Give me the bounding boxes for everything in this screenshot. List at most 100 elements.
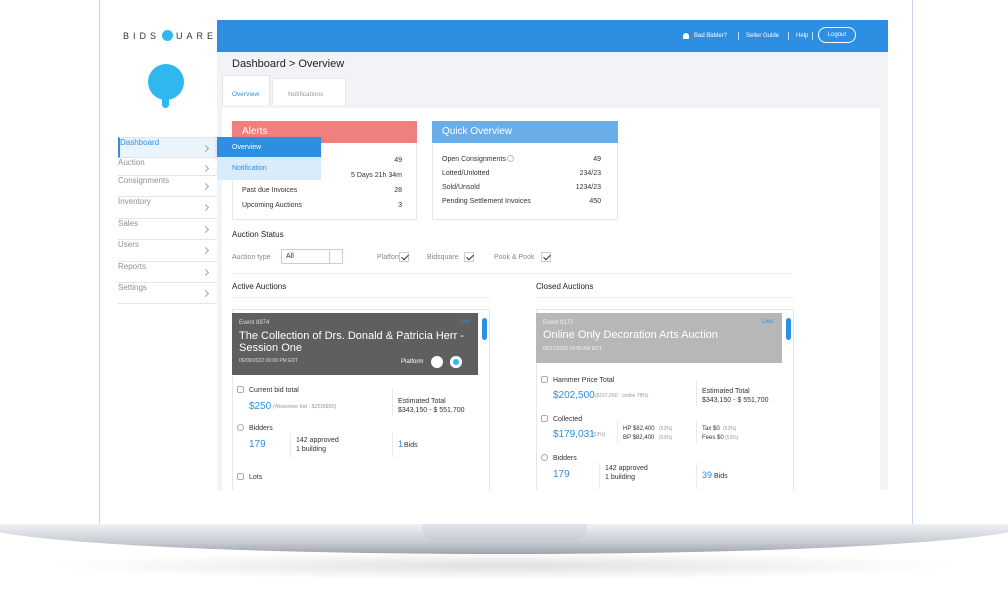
- divider: [290, 433, 291, 457]
- platform-icon: [450, 356, 462, 368]
- top-link[interactable]: Bad Bidder?: [694, 33, 728, 39]
- tab-label[interactable]: Overview: [232, 91, 260, 98]
- stat-detail: 142 approved: [605, 465, 648, 472]
- sidebar-item[interactable]: Sales: [118, 219, 217, 240]
- stat-note: ($157,050 · online 78%): [595, 393, 649, 399]
- stat-label: Hammer Price Total: [553, 377, 615, 384]
- stat-note: (53%): [725, 435, 739, 441]
- sidebar-label[interactable]: Reports: [118, 262, 147, 271]
- card-header: [536, 313, 782, 363]
- stat-detail: BP $82,400: [623, 435, 655, 441]
- section-title: Auction Status: [232, 230, 284, 239]
- logo-left: BIDS: [123, 31, 161, 41]
- separator: [788, 32, 789, 40]
- sidebar-label[interactable]: Users: [118, 240, 139, 249]
- live-badge: Live: [762, 319, 774, 325]
- divider: [696, 463, 697, 489]
- stat-label: Bids: [714, 473, 728, 480]
- quick-label: Open Consignments: [442, 156, 506, 163]
- stat-label: Estimated Total: [702, 388, 750, 395]
- stat-detail: HP $82,400: [623, 426, 655, 432]
- top-bar: [217, 20, 888, 52]
- sidebar-item[interactable]: Dashboard: [118, 137, 217, 158]
- sidebar-label[interactable]: Dashboard: [120, 138, 160, 147]
- sidebar-item[interactable]: Users: [118, 240, 217, 262]
- sidebar-label[interactable]: Auction: [118, 158, 145, 167]
- submenu-item[interactable]: Notification: [217, 157, 321, 180]
- filter-label: Pook & Pook: [494, 254, 535, 261]
- sidebar-item[interactable]: Consignments: [118, 176, 217, 197]
- stat-detail: 1 building: [296, 446, 326, 453]
- alert-label: Upcoming Auctions: [242, 202, 302, 209]
- sidebar-label[interactable]: Consignments: [118, 176, 170, 185]
- sidebar-item[interactable]: Settings: [118, 283, 217, 304]
- stat-label: Lots: [249, 474, 263, 481]
- quick-value: 450: [589, 198, 601, 205]
- alert-value: 28: [394, 187, 402, 194]
- help-icon[interactable]: [507, 155, 514, 162]
- stat-value: $343,150 - $ 551,700: [702, 397, 769, 404]
- icon: [237, 473, 244, 480]
- sidebar-label[interactable]: Sales: [118, 219, 139, 228]
- panel: [222, 108, 880, 490]
- sidebar-item[interactable]: Inventory: [118, 197, 217, 219]
- quick-label: Sold/Unsold: [442, 184, 480, 191]
- platform-label: Platform: [401, 359, 424, 365]
- quick-label: Pending Settlement Invoices: [442, 198, 531, 205]
- submenu-item[interactable]: Overview: [217, 137, 321, 157]
- sidebar-label[interactable]: Inventory: [118, 197, 151, 206]
- sidebar-item[interactable]: Reports: [118, 262, 217, 283]
- tab-active[interactable]: [222, 75, 270, 105]
- divider: [232, 273, 792, 274]
- separator: [738, 32, 739, 40]
- stat-value: 1: [398, 439, 404, 449]
- scrollbar[interactable]: [482, 318, 487, 340]
- stat-note: (53%): [659, 426, 673, 432]
- stat-detail: Tax $0: [702, 426, 720, 432]
- stat-label: Current bid total: [249, 387, 299, 394]
- divider: [392, 433, 393, 457]
- auction-card: [232, 309, 490, 490]
- divider: [536, 297, 794, 298]
- stat-detail: 142 approved: [296, 437, 339, 444]
- icon: [237, 386, 244, 393]
- tab-label[interactable]: Notifications: [288, 91, 324, 98]
- platform-icon: [431, 356, 443, 368]
- laptop-shadow: [40, 552, 968, 580]
- separator: [812, 32, 813, 40]
- stat-value: 39: [702, 470, 713, 480]
- event-date: 05/12/2022 09:00 AM EDT: [543, 346, 602, 352]
- select-value: All: [286, 253, 294, 260]
- top-link[interactable]: Help: [796, 33, 809, 39]
- filter-label: Auction type: [232, 254, 271, 261]
- tab[interactable]: [272, 78, 346, 105]
- scrollbar[interactable]: [786, 318, 791, 340]
- submenu-label[interactable]: Overview: [232, 144, 262, 151]
- quick-title: Quick Overview: [442, 126, 513, 137]
- type-select[interactable]: [281, 249, 343, 264]
- icon: [541, 454, 548, 461]
- laptop-notch: [422, 524, 587, 540]
- checkbox[interactable]: [464, 252, 474, 262]
- logout-button[interactable]: Logout: [818, 27, 856, 43]
- stat-note: (53%): [659, 435, 673, 441]
- divider: [599, 463, 600, 489]
- quick-label: Lotted/Unlotted: [442, 170, 490, 177]
- divider: [617, 421, 618, 443]
- checkbox[interactable]: [541, 252, 551, 262]
- event-date: 06/09/2022 06:00 PM EDT: [239, 358, 299, 364]
- filter-label: Platform: [377, 254, 404, 261]
- icon: [237, 424, 244, 431]
- stat-value: $202,500: [553, 390, 595, 401]
- top-link[interactable]: Seller Guide: [746, 33, 780, 39]
- icon: [541, 415, 548, 422]
- alert-value: 49: [394, 157, 402, 164]
- sidebar-label[interactable]: Settings: [118, 283, 147, 292]
- big-drop-tail: [162, 92, 169, 108]
- stat-note: (53%): [592, 432, 606, 438]
- checkbox[interactable]: [399, 252, 409, 262]
- alerts-title: Alerts: [242, 126, 268, 137]
- submenu-label[interactable]: Notification: [232, 165, 267, 172]
- logo-drop: [162, 30, 173, 41]
- sidebar-item[interactable]: Auction: [118, 158, 217, 176]
